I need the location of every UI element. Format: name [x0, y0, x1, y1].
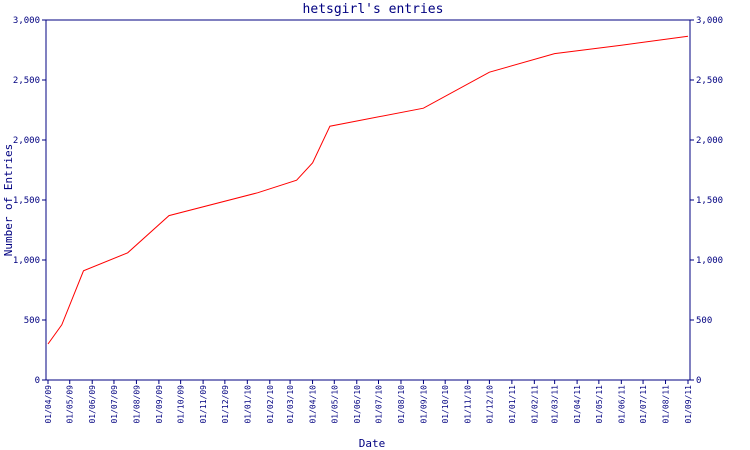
x-tick-label: 01/05/11: [595, 385, 604, 424]
right-y-axis: 0 500 1,000 1,500 2,000 2,500 3,000: [690, 16, 723, 386]
y-tick-label-right: 2,500: [696, 76, 723, 86]
y-tick-label-right: 1,500: [696, 196, 723, 206]
x-tick-label: 01/12/10: [485, 385, 494, 424]
x-tick-label: 01/08/09: [132, 385, 141, 424]
y-tick-label-left: 2,000: [13, 136, 40, 146]
series-line: [47, 35, 689, 345]
x-tick-label: 01/07/09: [110, 385, 119, 424]
x-tick-label: 01/06/09: [88, 385, 97, 424]
chart-title: hetsgirl's entries: [303, 2, 444, 17]
plot-area-frame: [45, 19, 691, 381]
x-tick-label: 01/10/09: [177, 385, 186, 424]
y-tick-label-left: 0: [35, 376, 40, 386]
x-tick-label: 01/08/11: [662, 385, 671, 424]
x-tick-label: 01/03/10: [286, 385, 295, 424]
x-tick-label: 01/12/09: [221, 385, 230, 424]
y-tick-label-left: 500: [24, 316, 40, 326]
x-tick-label: 01/01/11: [508, 385, 517, 424]
x-axis: 01/04/09 01/05/09 01/06/09 01/07/09 01/08/09…: [44, 380, 693, 424]
x-tick-label: 01/06/10: [353, 385, 362, 424]
x-tick-label: 01/05/09: [66, 385, 75, 424]
x-tick-label: 01/08/10: [397, 385, 406, 424]
y-tick-label-left: 2,500: [13, 76, 40, 86]
left-y-axis: 0 500 1,000 1,500 2,000 2,500 3,000: [13, 16, 46, 386]
x-tick-label: 01/09/11: [684, 385, 693, 424]
x-tick-label: 01/03/11: [551, 385, 560, 424]
x-tick-label: 01/09/10: [419, 385, 428, 424]
y-tick-label-right: 500: [696, 316, 712, 326]
x-tick-label: 01/11/10: [464, 385, 473, 424]
x-tick-label: 01/07/10: [375, 385, 384, 424]
y-tick-label-right: 3,000: [696, 16, 723, 26]
y-tick-label-right: 1,000: [696, 256, 723, 266]
y-tick-label-right: 0: [696, 376, 701, 386]
y-tick-label-right: 2,000: [696, 136, 723, 146]
y-tick-label-left: 3,000: [13, 16, 40, 26]
x-tick-label: 01/04/10: [309, 385, 318, 424]
x-tick-label: 01/10/10: [441, 385, 450, 424]
y-tick-label-left: 1,000: [13, 256, 40, 266]
x-tick-label: 01/04/11: [573, 385, 582, 424]
x-tick-label: 01/09/09: [155, 385, 164, 424]
y-axis-label: Number of Entries: [2, 144, 15, 257]
y-tick-label-left: 1,500: [13, 196, 40, 206]
x-tick-label: 01/05/10: [330, 385, 339, 424]
x-tick-label: 01/11/09: [199, 385, 208, 424]
x-tick-label: 01/07/11: [639, 385, 648, 424]
x-tick-label: 01/01/10: [243, 385, 252, 424]
x-axis-label: Date: [359, 437, 386, 450]
x-tick-label: 01/02/11: [530, 385, 539, 424]
x-tick-label: 01/04/09: [44, 385, 53, 424]
x-tick-label: 01/06/11: [617, 385, 626, 424]
x-tick-label: 01/02/10: [266, 385, 275, 424]
